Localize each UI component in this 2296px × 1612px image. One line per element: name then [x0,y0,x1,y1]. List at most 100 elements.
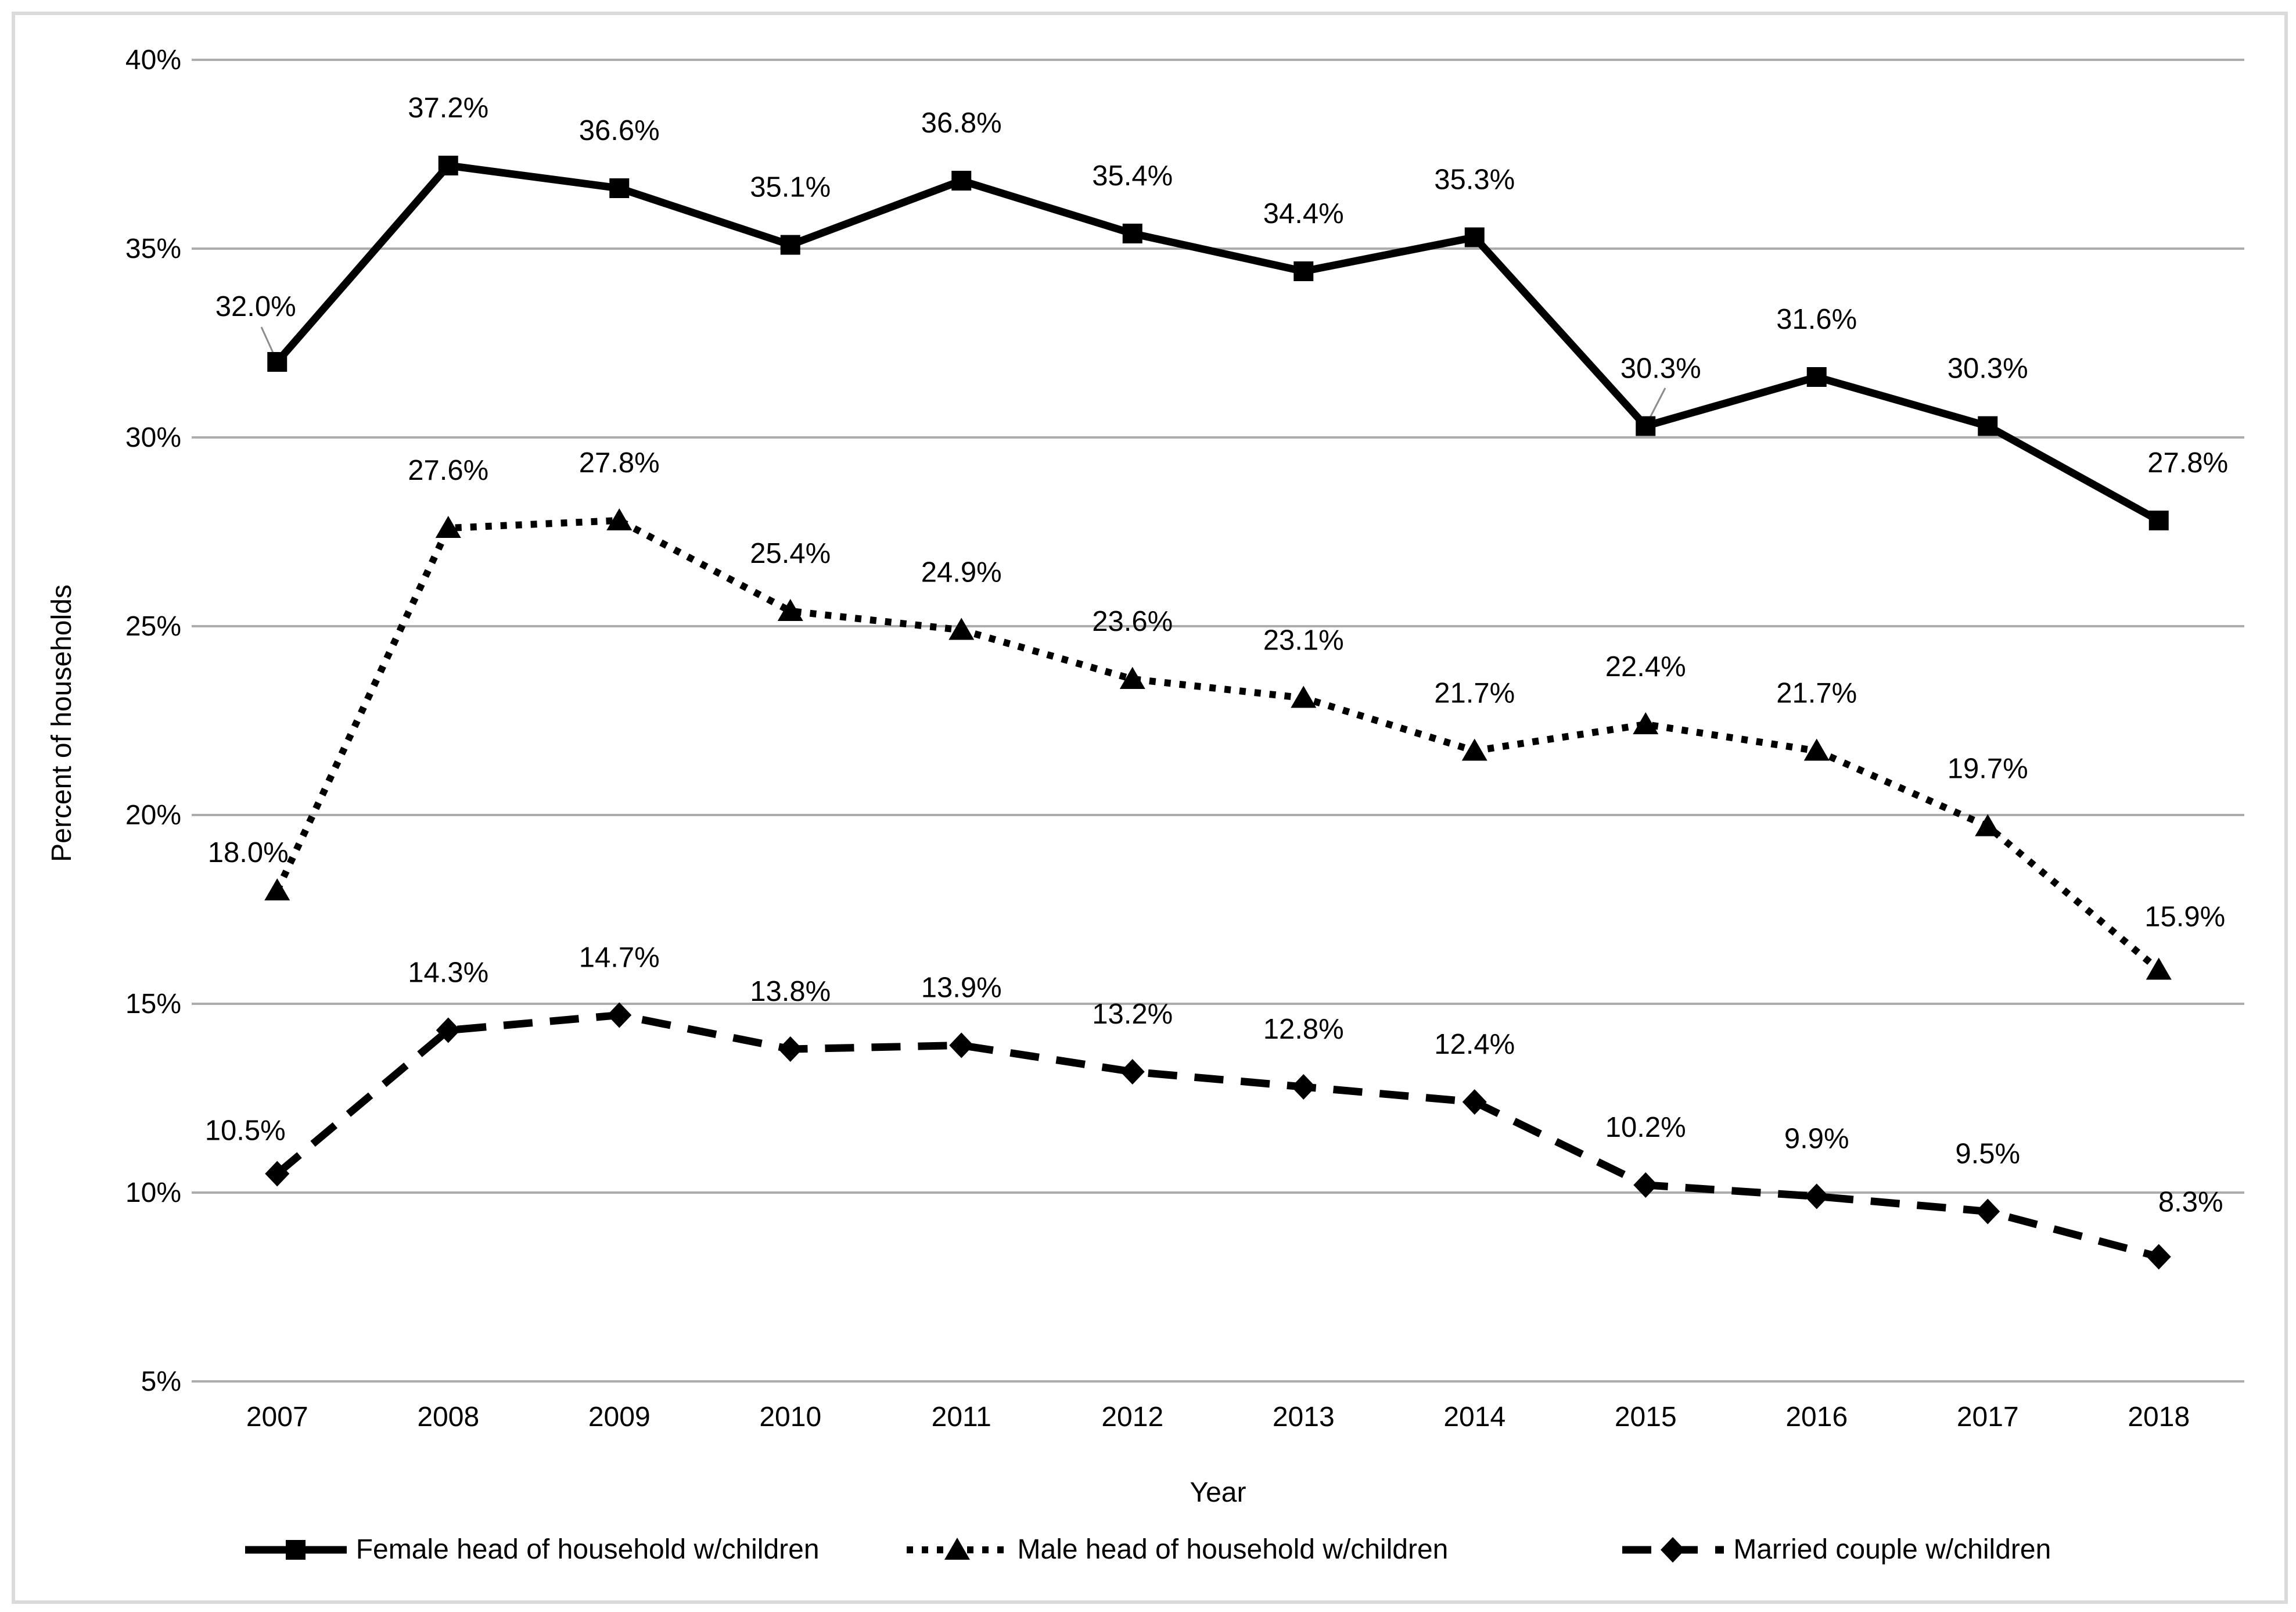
square-marker [1293,261,1314,281]
square-marker [609,178,630,198]
square-marker [1122,224,1142,243]
triangle-marker [1119,667,1145,689]
square-marker [951,171,972,191]
data-label: 18.0% [208,837,289,868]
data-label: 12.8% [1263,1014,1344,1045]
legend-sample-dashed-diamond [1622,1536,1724,1563]
triangle-marker [1803,738,1830,761]
y-tick-label: 30% [125,422,181,453]
data-label: 23.1% [1263,625,1344,656]
legend: Female head of household w/children Male … [0,1534,2296,1566]
data-label: 27.6% [408,455,488,486]
x-tick-label: 2018 [2128,1402,2190,1433]
square-marker [267,352,288,372]
triangle-marker [1291,685,1317,708]
diamond-marker [1975,1198,2000,1225]
chart-frame-border [12,12,2288,1604]
data-label: 13.2% [1092,999,1173,1030]
diamond-marker [436,1017,461,1043]
triangle-marker [2146,957,2172,980]
legend-sample-dotted-triangle [906,1537,1008,1560]
data-label: 35.3% [1434,164,1515,196]
data-label: 14.3% [408,957,488,989]
data-label: 36.8% [921,107,1002,139]
x-tick-label: 2015 [1615,1402,1677,1433]
series-line-solid [274,161,2161,524]
diamond-marker [1462,1089,1487,1115]
y-axis-ticks: 40% 35% 30% 25% 20% 15% 10% 5% [125,45,181,1397]
x-axis-title: Year [1190,1477,1246,1508]
legend-label: Male head of household w/children [1017,1534,1449,1565]
legend-sample-solid-square [245,1539,347,1560]
data-label: 35.1% [750,172,831,203]
data-label: 9.9% [1784,1123,1849,1155]
diamond-marker [2146,1244,2171,1270]
data-label: 22.4% [1605,651,1686,683]
x-tick-label: 2011 [932,1402,991,1433]
legend-label: Female head of household w/children [355,1534,820,1565]
series-line-dotted [274,517,2161,973]
data-label: 9.5% [1955,1139,2020,1170]
data-label: 15.9% [2144,902,2225,933]
diamond-marker [778,1036,803,1062]
data-labels: 32.0% 37.2% 36.6% 35.1% 36.8% 35.4% 34.4% 35.3%… [205,92,2228,1218]
data-label: 32.0% [215,291,296,322]
square-marker [2148,511,2169,530]
square-marker [1464,227,1485,247]
triangle-marker [1633,712,1659,734]
data-label: 14.7% [579,942,660,974]
data-label: 19.7% [1948,753,2028,785]
x-tick-label: 2008 [417,1402,479,1433]
data-label: 10.2% [1605,1112,1686,1143]
data-label: 13.9% [921,972,1002,1004]
square-marker [438,156,458,175]
data-label: 36.6% [579,115,660,146]
label-leader-lines [260,326,1666,423]
y-tick-label: 15% [125,989,181,1019]
triangle-marker [1461,738,1487,761]
legend-item: Male head of household w/children [906,1534,1449,1566]
data-label: 27.8% [2147,447,2228,479]
square-marker [780,235,800,255]
series-markers [264,156,2172,1270]
data-label: 30.3% [1948,353,2028,385]
diamond-marker [1120,1059,1145,1085]
legend-label: Married couple w/children [1733,1534,2051,1565]
diamond-marker [1804,1183,1829,1209]
triangle-marker [264,878,290,900]
triangle-marker [606,508,633,530]
data-label: 27.8% [579,447,660,479]
triangle-marker [1975,814,2001,836]
data-label: 21.7% [1434,678,1515,709]
y-tick-label: 35% [125,234,181,264]
y-axis-title: Percent of households [46,584,77,862]
triangle-marker [777,599,803,621]
data-label: 31.6% [1776,304,1857,335]
triangle-marker [435,516,461,538]
x-tick-label: 2010 [759,1402,821,1433]
data-label: 37.2% [408,92,488,124]
data-label: 10.5% [205,1115,286,1147]
legend-item: Married couple w/children [1622,1534,2051,1566]
data-label: 8.3% [2158,1187,2223,1218]
x-tick-label: 2013 [1273,1402,1335,1433]
y-tick-label: 10% [125,1177,181,1208]
data-label: 12.4% [1434,1029,1515,1060]
triangle-marker [948,617,975,640]
data-label: 24.9% [921,557,1002,588]
gridlines [192,59,2244,1383]
x-tick-label: 2009 [588,1402,651,1433]
diamond-marker [265,1161,290,1187]
data-label: 13.8% [750,976,831,1007]
diamond-marker [607,1002,632,1028]
data-label: 25.4% [750,538,831,569]
square-marker [285,1539,306,1560]
diamond-marker [1291,1074,1316,1100]
triangle-marker [944,1537,970,1560]
legend-item: Female head of household w/children [245,1534,820,1566]
diamond-marker [1661,1536,1686,1563]
series-line-dashed [275,1011,2160,1261]
y-tick-label: 5% [141,1366,181,1397]
